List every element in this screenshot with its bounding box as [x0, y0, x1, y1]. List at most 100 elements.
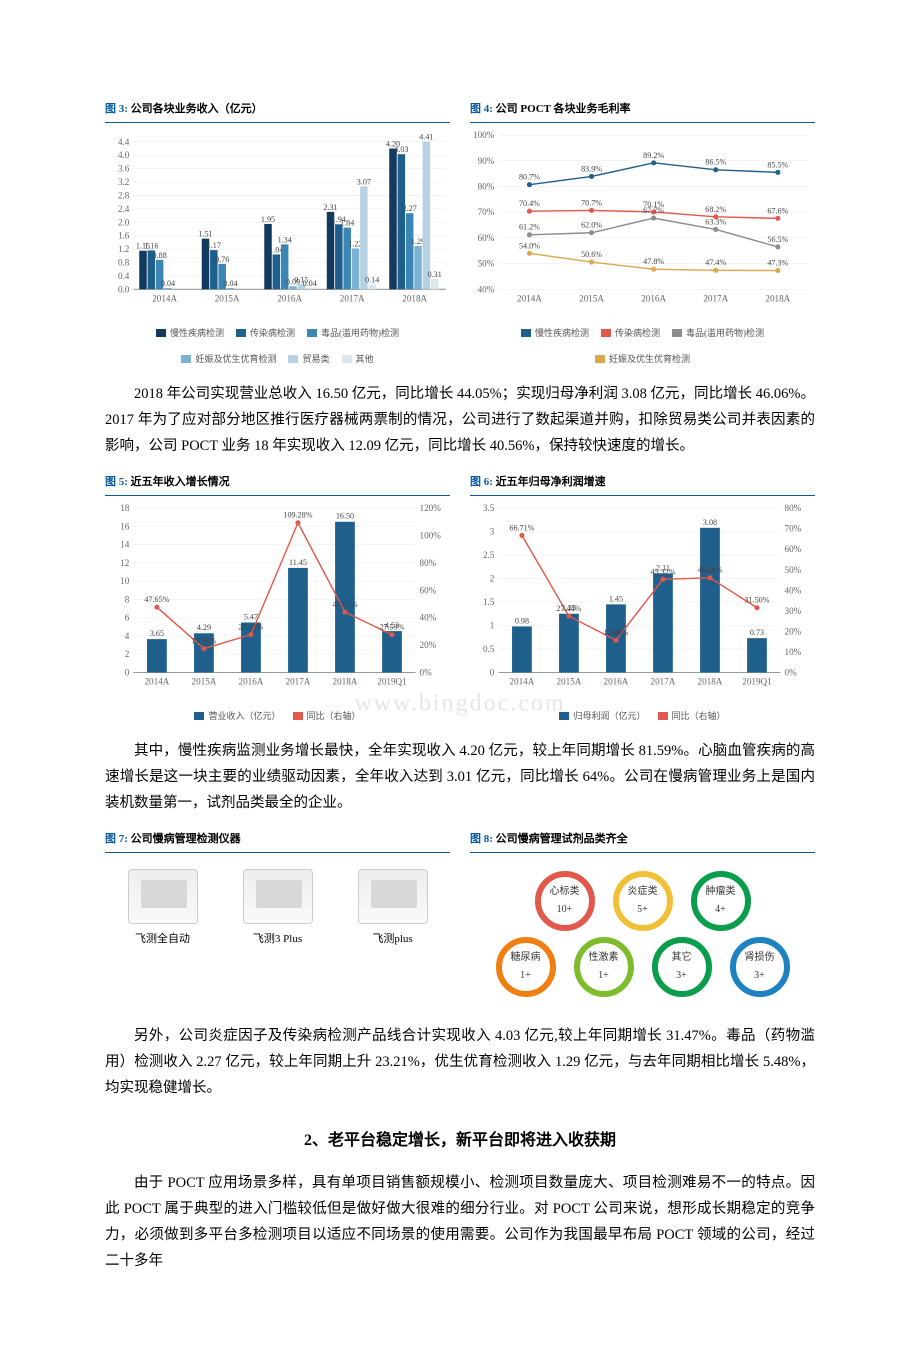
- svg-text:4.03: 4.03: [394, 145, 408, 154]
- svg-text:3.08: 3.08: [703, 518, 717, 527]
- svg-text:2.31: 2.31: [323, 203, 337, 212]
- section-2-heading: 2、老平台稳定增长，新平台即将进入收获期: [105, 1127, 815, 1156]
- svg-text:2014A: 2014A: [517, 293, 542, 303]
- svg-text:80%: 80%: [785, 503, 802, 513]
- svg-text:2015A: 2015A: [579, 293, 604, 303]
- fig5-title: 近五年收入增长情况: [131, 476, 230, 488]
- paragraph-1: 2018 年公司实现营业总收入 16.50 亿元，同比增长 44.05%；实现归…: [105, 381, 815, 459]
- svg-text:2018A: 2018A: [698, 677, 723, 687]
- svg-text:80%: 80%: [420, 558, 437, 568]
- figure-3: 图 3: 公司各块业务收入（亿元） 0.00.40.81.21.62.02.42…: [105, 100, 450, 367]
- figure-7: 图 7: 公司慢病管理检测仪器 飞测全自动飞测3 Plus飞测plus: [105, 830, 450, 1009]
- svg-text:40%: 40%: [420, 613, 437, 623]
- svg-text:80%: 80%: [478, 181, 495, 191]
- svg-text:54.0%: 54.0%: [519, 241, 540, 250]
- svg-text:4.41: 4.41: [419, 132, 433, 141]
- svg-text:1.45: 1.45: [609, 594, 623, 603]
- svg-text:47.8%: 47.8%: [643, 257, 664, 266]
- svg-text:30%: 30%: [785, 606, 802, 616]
- paragraph-3: 另外，公司炎症因子及传染病检测产品线合计实现收入 4.03 亿元,较上年同期增长…: [105, 1023, 815, 1101]
- svg-text:3.5: 3.5: [483, 503, 495, 513]
- svg-text:5.47: 5.47: [244, 612, 258, 621]
- svg-text:1: 1: [490, 621, 495, 631]
- svg-text:4: 4: [125, 631, 130, 641]
- category-gear: 炎症类5+: [613, 871, 673, 931]
- paragraph-2: 其中，慢性疾病监测业务增长最快，全年实现收入 4.20 亿元，较上年同期增长 8…: [105, 738, 815, 816]
- fig8-num: 图 8:: [470, 833, 493, 845]
- category-gear: 性激素1+: [574, 937, 634, 997]
- svg-text:10%: 10%: [785, 647, 802, 657]
- svg-text:2019Q1: 2019Q1: [742, 677, 772, 687]
- svg-text:1.5: 1.5: [483, 597, 495, 607]
- device-icon: [358, 869, 428, 924]
- figure-4: 图 4: 公司 POCT 各块业务毛利率 40%50%60%70%80%90%1…: [470, 100, 815, 367]
- svg-text:40%: 40%: [785, 585, 802, 595]
- fig4-num: 图 4:: [470, 103, 493, 115]
- svg-text:100%: 100%: [473, 130, 495, 140]
- fig5-num: 图 5:: [105, 476, 128, 488]
- svg-text:0.0: 0.0: [118, 284, 130, 294]
- svg-text:2018A: 2018A: [402, 293, 427, 303]
- device-label: 飞测plus: [358, 930, 428, 950]
- svg-text:2016A: 2016A: [604, 677, 629, 687]
- fig3-chart: 0.00.40.81.21.62.02.42.83.23.64.04.42014…: [105, 129, 450, 367]
- svg-text:2.4: 2.4: [118, 204, 130, 214]
- svg-text:0.04: 0.04: [161, 279, 175, 288]
- svg-text:90%: 90%: [478, 156, 495, 166]
- category-gear: 其它3+: [652, 937, 712, 997]
- svg-text:47.4%: 47.4%: [705, 258, 726, 267]
- svg-text:70.4%: 70.4%: [519, 199, 540, 208]
- svg-text:3.07: 3.07: [357, 177, 371, 186]
- svg-text:27.44%: 27.44%: [556, 604, 581, 613]
- svg-text:0: 0: [125, 667, 130, 677]
- fig6-title: 近五年归母净利润增速: [496, 476, 606, 488]
- svg-text:2.8: 2.8: [118, 190, 130, 200]
- svg-text:0%: 0%: [785, 667, 798, 677]
- fig4-chart: 40%50%60%70%80%90%100%2014A2015A2016A201…: [470, 129, 815, 367]
- figure-6: 图 6: 近五年归母净利润增速 00.511.522.533.50%10%20%…: [470, 473, 815, 724]
- svg-text:2017A: 2017A: [651, 677, 676, 687]
- svg-text:80.7%: 80.7%: [519, 172, 540, 181]
- svg-text:85.5%: 85.5%: [767, 160, 788, 169]
- svg-text:4.4: 4.4: [118, 137, 130, 147]
- svg-text:20%: 20%: [785, 626, 802, 636]
- svg-text:2017A: 2017A: [703, 293, 728, 303]
- svg-text:18: 18: [120, 503, 130, 513]
- svg-text:2017A: 2017A: [286, 677, 311, 687]
- svg-text:70.7%: 70.7%: [581, 198, 602, 207]
- svg-text:2016A: 2016A: [641, 293, 666, 303]
- svg-text:1.16: 1.16: [144, 241, 158, 250]
- svg-text:40%: 40%: [478, 284, 495, 294]
- svg-text:2014A: 2014A: [152, 293, 177, 303]
- svg-text:2018A: 2018A: [333, 677, 358, 687]
- svg-text:1.95: 1.95: [261, 215, 275, 224]
- svg-text:31.50%: 31.50%: [744, 596, 769, 605]
- svg-text:2.27: 2.27: [403, 204, 417, 213]
- figure-8: 图 8: 公司慢病管理试剂品类齐全 心标类10+炎症类5+肿瘤类4+糖尿病1+性…: [470, 830, 815, 1009]
- svg-text:86.5%: 86.5%: [705, 158, 726, 167]
- svg-text:44.05%: 44.05%: [332, 600, 357, 609]
- svg-text:1.2: 1.2: [118, 244, 130, 254]
- svg-text:47.65%: 47.65%: [144, 595, 169, 604]
- svg-text:70%: 70%: [478, 207, 495, 217]
- category-gear: 心标类10+: [535, 871, 595, 931]
- device-icon: [128, 869, 198, 924]
- svg-text:17.35%: 17.35%: [191, 637, 216, 646]
- device-item: 飞测3 Plus: [243, 869, 313, 950]
- svg-text:56.5%: 56.5%: [767, 235, 788, 244]
- svg-text:2016A: 2016A: [239, 677, 264, 687]
- category-gear: 肿瘤类4+: [691, 871, 751, 931]
- svg-text:67.7%: 67.7%: [643, 206, 664, 215]
- svg-text:3: 3: [490, 527, 495, 537]
- svg-text:3.6: 3.6: [118, 163, 130, 173]
- svg-text:0.14: 0.14: [365, 275, 379, 284]
- figure-5: 图 5: 近五年收入增长情况 0246810121416180%20%40%60…: [105, 473, 450, 724]
- fig8-title: 公司慢病管理试剂品类齐全: [496, 833, 628, 845]
- svg-text:50%: 50%: [785, 565, 802, 575]
- svg-text:27.53%: 27.53%: [379, 623, 404, 632]
- svg-text:1.17: 1.17: [207, 241, 221, 250]
- svg-text:68.2%: 68.2%: [705, 205, 726, 214]
- svg-text:50.6%: 50.6%: [581, 250, 602, 259]
- svg-text:1.6: 1.6: [118, 231, 130, 241]
- svg-text:45.32%: 45.32%: [650, 567, 675, 576]
